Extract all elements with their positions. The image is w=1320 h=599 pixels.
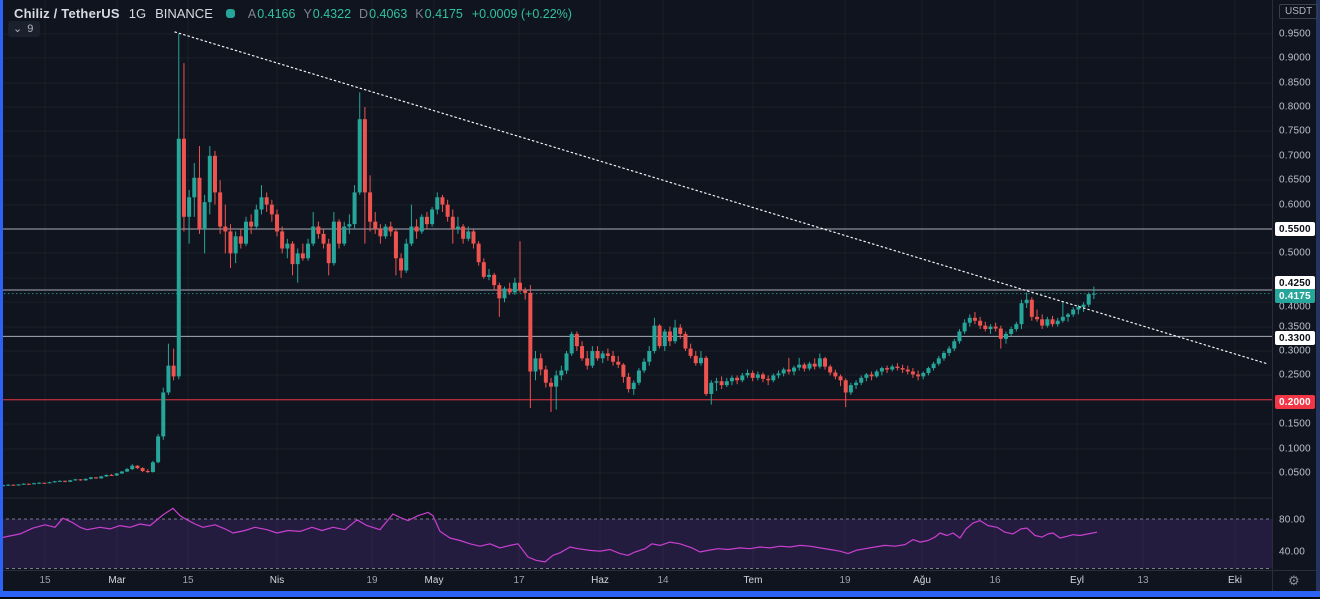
time-axis-label: Nis	[269, 575, 285, 586]
object-tree-badge[interactable]: ⌄ 9	[8, 21, 41, 37]
exchange-label: BINANCE	[155, 6, 213, 21]
time-axis-label: 19	[839, 575, 851, 586]
time-axis-label: Mar	[108, 575, 126, 586]
interval-label[interactable]: 1G	[128, 6, 147, 21]
symbol-header: Chiliz / TetherUS 1G BINANCE A0.4166 Y0.4…	[14, 6, 572, 21]
price-axis-label: 0.1500	[1279, 418, 1311, 430]
price-axis-badge: 0.5500	[1275, 222, 1315, 236]
window-bottom-border	[0, 591, 1320, 597]
price-axis-label: 0.7000	[1279, 150, 1311, 162]
time-axis-label: 15	[39, 575, 51, 586]
price-axis-label: 0.7500	[1279, 125, 1311, 137]
price-axis[interactable]: USDT 0.9500 0.9000 0.8500 0.8000 0.7500 0.700…	[1273, 0, 1319, 592]
price-axis-label: 0.1000	[1279, 443, 1311, 455]
time-axis-label: 15	[182, 575, 194, 586]
price-axis-label: 40.00	[1279, 546, 1306, 558]
ohlc-item: D0.4063	[359, 6, 408, 21]
time-axis-label: 17	[513, 575, 525, 586]
price-axis-label: 0.8000	[1279, 101, 1311, 113]
price-axis-label: 0.6000	[1279, 199, 1311, 211]
price-axis-label: 0.2500	[1279, 369, 1311, 381]
ohlc-values: A0.4166 Y0.4322 D0.4063 K0.4175	[248, 7, 463, 21]
price-axis-label: 0.6500	[1279, 174, 1311, 186]
time-axis-label: Eyl	[1070, 575, 1084, 586]
price-axis-badge: 0.2000	[1275, 395, 1315, 409]
price-axis-label: 0.9000	[1279, 52, 1311, 64]
window-left-border	[0, 0, 3, 599]
price-axis-label: 0.9500	[1279, 28, 1311, 40]
price-axis-label: 0.4000	[1279, 301, 1311, 313]
price-axis-badge: 0.3300	[1275, 331, 1315, 345]
price-change: +0.0009 (+0.22%)	[471, 6, 572, 21]
time-axis-label: 14	[657, 575, 669, 586]
time-axis-label: Ağu	[913, 575, 931, 586]
price-axis-label: 0.8500	[1279, 77, 1311, 89]
price-axis-label: 0.5000	[1279, 247, 1311, 259]
symbol-title[interactable]: Chiliz / TetherUS	[14, 6, 120, 21]
price-axis-label: 80.00	[1279, 514, 1306, 526]
chevron-down-icon: ⌄	[13, 23, 23, 35]
ohlc-item: K0.4175	[415, 6, 463, 21]
time-axis-label: 19	[366, 575, 378, 586]
ohlc-item: Y0.4322	[303, 6, 352, 21]
gear-icon[interactable]: ⚙	[1288, 573, 1300, 588]
time-axis-label: Haz	[591, 575, 609, 586]
ohlc-item: A0.4166	[247, 6, 296, 21]
window-right-border	[1316, 0, 1320, 599]
price-axis-label: 0.0500	[1279, 467, 1311, 479]
time-axis-label: May	[424, 575, 444, 586]
market-status-icon	[225, 9, 235, 18]
time-axis-label: 13	[1137, 575, 1149, 586]
window-bottom-shadow	[0, 597, 1320, 599]
time-axis-label: Eki	[1228, 575, 1242, 586]
object-tree-count: 9	[27, 22, 34, 35]
currency-unit-label[interactable]: USDT	[1279, 4, 1319, 19]
price-axis-badge: 0.4175	[1275, 289, 1315, 303]
price-axis-label: 0.3500	[1279, 321, 1311, 333]
price-axis-badge: 0.4250	[1275, 276, 1315, 290]
time-axis[interactable]: 15 Mar 15 Nis 19 May 17 Haz 14 Tem 19 Ağu 16 Eyl 13 Eki	[0, 571, 1272, 592]
price-axis-label: 0.3000	[1279, 345, 1311, 357]
time-axis-label: Tem	[743, 575, 763, 586]
time-axis-label: 16	[989, 575, 1001, 586]
